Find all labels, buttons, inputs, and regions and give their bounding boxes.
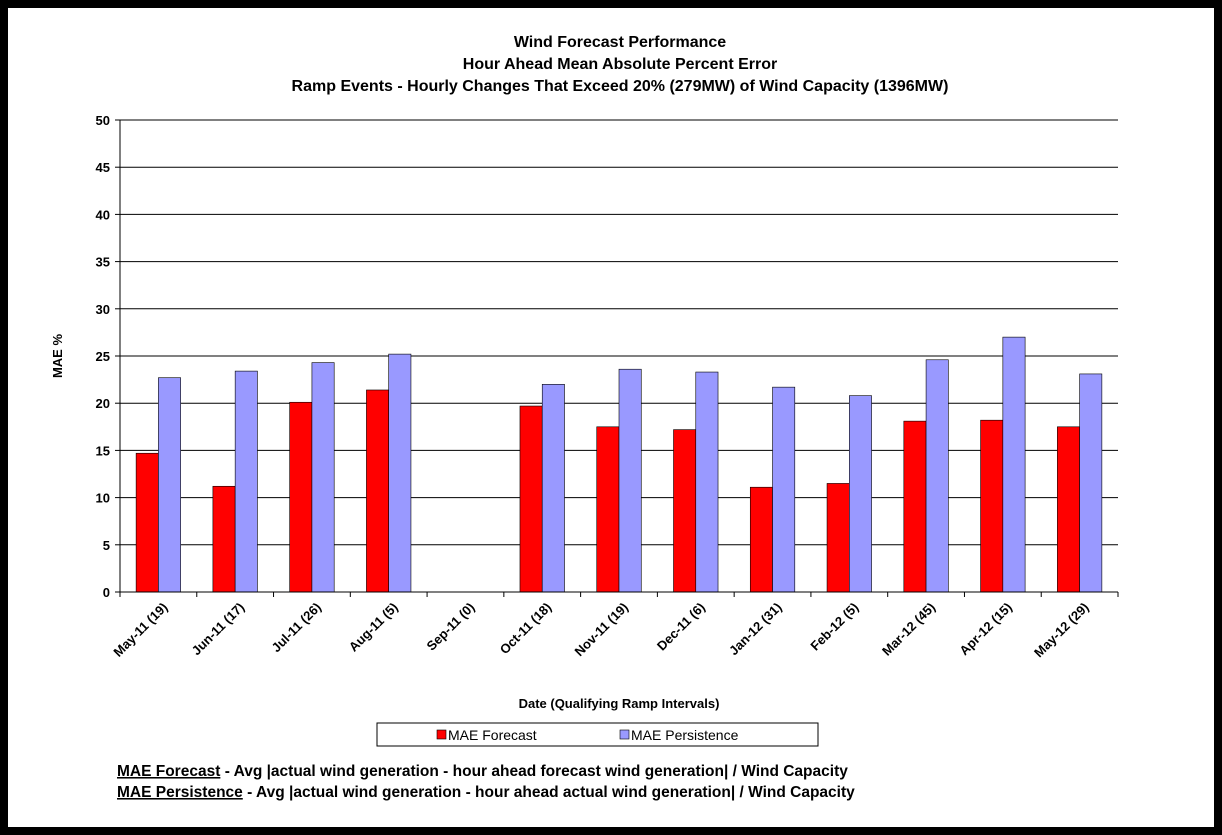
y-tick-label: 5 — [103, 538, 110, 553]
y-tick-label: 15 — [96, 443, 110, 458]
chart-subtitle: Hour Ahead Mean Absolute Percent Error — [463, 56, 777, 73]
y-tick-label: 50 — [96, 113, 110, 128]
note-term: MAE Persistence — [117, 784, 243, 801]
legend-swatch — [619, 729, 630, 740]
bar — [596, 426, 620, 593]
legend-label: MAE Persistence — [631, 727, 739, 743]
legend — [376, 722, 819, 747]
bar — [388, 353, 412, 593]
note-text: - Avg |actual wind generation - hour ahe… — [225, 763, 849, 780]
y-tick-label: 20 — [96, 396, 110, 411]
bar — [1057, 426, 1080, 593]
x-axis-label: Date (Qualifying Ramp Intervals) — [519, 696, 720, 711]
y-tick-label: 40 — [96, 207, 110, 222]
bar — [849, 395, 872, 593]
y-tick-label: 25 — [96, 349, 110, 364]
y-tick-label: 45 — [96, 160, 110, 175]
bar — [519, 405, 543, 593]
bar — [749, 486, 773, 593]
bar — [925, 359, 949, 593]
bar — [158, 377, 181, 593]
bar — [234, 370, 258, 593]
bar — [826, 483, 850, 593]
bar — [541, 384, 565, 593]
y-tick-label: 35 — [96, 255, 110, 270]
note: MAE Persistence - Avg |actual wind gener… — [117, 784, 855, 801]
y-axis-label: MAE % — [50, 334, 65, 379]
bar — [903, 420, 927, 593]
bar — [311, 362, 335, 593]
y-tick-label: 0 — [103, 585, 110, 600]
note: MAE Forecast - Avg |actual wind generati… — [117, 763, 848, 780]
bar — [695, 371, 719, 593]
bar — [366, 389, 389, 593]
legend-swatch — [436, 729, 447, 740]
bar — [772, 386, 796, 593]
note-term: MAE Forecast — [117, 763, 220, 780]
chart-subtitle: Ramp Events - Hourly Changes That Exceed… — [292, 78, 949, 95]
bar — [1002, 336, 1026, 593]
bar — [980, 419, 1004, 593]
legend-label: MAE Forecast — [448, 727, 537, 743]
bar — [289, 401, 313, 593]
bar — [212, 485, 236, 593]
y-tick-label: 30 — [96, 302, 110, 317]
bar — [673, 429, 697, 593]
note-text: - Avg |actual wind generation - hour ahe… — [247, 784, 855, 801]
y-tick-label: 10 — [96, 491, 110, 506]
bar — [1079, 373, 1103, 593]
bar — [135, 452, 159, 593]
chart-title: Wind Forecast Performance — [514, 34, 726, 51]
bar — [618, 368, 642, 593]
